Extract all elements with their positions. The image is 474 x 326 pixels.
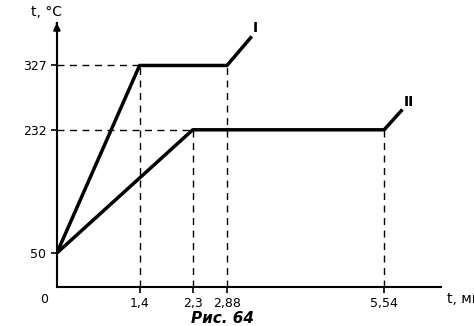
Text: t, °C: t, °C xyxy=(31,6,62,20)
Text: II: II xyxy=(403,95,414,109)
Text: t, мин: t, мин xyxy=(447,292,474,306)
Text: Рис. 64: Рис. 64 xyxy=(191,311,254,326)
Text: 0: 0 xyxy=(40,292,48,305)
Text: I: I xyxy=(253,21,258,35)
